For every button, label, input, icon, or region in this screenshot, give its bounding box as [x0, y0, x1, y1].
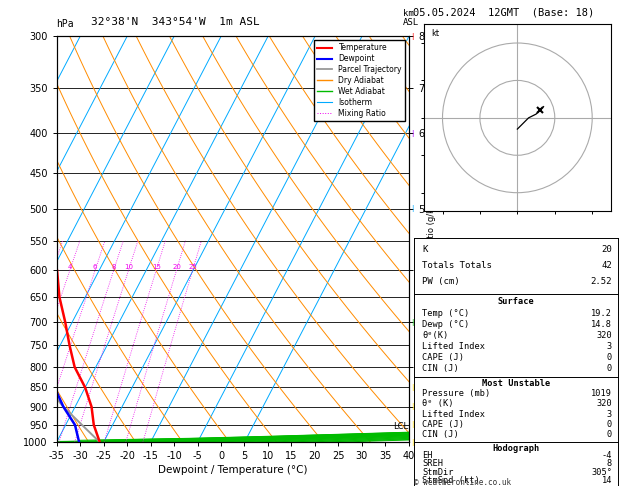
Text: StmDir: StmDir [422, 468, 454, 477]
Text: Lifted Index: Lifted Index [422, 342, 485, 351]
Text: -4: -4 [602, 451, 612, 460]
Y-axis label: Mixing Ratio (g/kg): Mixing Ratio (g/kg) [427, 200, 436, 279]
Legend: Temperature, Dewpoint, Parcel Trajectory, Dry Adiabat, Wet Adiabat, Isotherm, Mi: Temperature, Dewpoint, Parcel Trajectory… [314, 40, 405, 121]
Text: 6: 6 [93, 264, 97, 270]
Text: K: K [422, 245, 428, 254]
Text: PW (cm): PW (cm) [422, 277, 460, 286]
Text: SREH: SREH [422, 459, 443, 468]
Text: |: | [411, 130, 413, 137]
Text: 4: 4 [68, 264, 72, 270]
Text: 20: 20 [172, 264, 181, 270]
Text: 0: 0 [607, 430, 612, 439]
Text: StmSpd (kt): StmSpd (kt) [422, 476, 480, 486]
Text: 0: 0 [607, 420, 612, 429]
Text: 8: 8 [607, 459, 612, 468]
Text: Most Unstable: Most Unstable [482, 379, 550, 388]
Text: θᵉ (K): θᵉ (K) [422, 399, 454, 408]
Text: km
ASL: km ASL [403, 9, 419, 27]
Text: 42: 42 [601, 261, 612, 270]
Text: 1019: 1019 [591, 389, 612, 398]
Text: CAPE (J): CAPE (J) [422, 353, 464, 362]
X-axis label: Dewpoint / Temperature (°C): Dewpoint / Temperature (°C) [158, 466, 308, 475]
Text: kt: kt [431, 29, 440, 37]
Text: 10: 10 [124, 264, 133, 270]
Text: |: | [411, 318, 413, 326]
Text: 8: 8 [111, 264, 116, 270]
Text: Dewp (°C): Dewp (°C) [422, 320, 469, 329]
Text: |: | [411, 384, 413, 391]
Text: 3: 3 [607, 410, 612, 418]
Text: hPa: hPa [57, 19, 74, 29]
Text: Temp (°C): Temp (°C) [422, 309, 469, 318]
Text: 320: 320 [596, 399, 612, 408]
Text: 305°: 305° [591, 468, 612, 477]
Text: © weatheronline.co.uk: © weatheronline.co.uk [414, 478, 511, 486]
Text: |: | [411, 205, 413, 212]
Text: EH: EH [422, 451, 433, 460]
Text: 2.52: 2.52 [591, 277, 612, 286]
Text: 14.8: 14.8 [591, 320, 612, 329]
Text: |: | [411, 439, 413, 446]
Text: |: | [411, 403, 413, 410]
Text: 25: 25 [188, 264, 197, 270]
Text: |: | [411, 421, 413, 429]
Text: Hodograph: Hodograph [493, 444, 540, 453]
Text: 19.2: 19.2 [591, 309, 612, 318]
Text: Lifted Index: Lifted Index [422, 410, 485, 418]
Text: Pressure (mb): Pressure (mb) [422, 389, 491, 398]
Text: CAPE (J): CAPE (J) [422, 420, 464, 429]
Text: 32°38'N  343°54'W  1m ASL: 32°38'N 343°54'W 1m ASL [91, 17, 260, 27]
Text: θᵉ(K): θᵉ(K) [422, 331, 448, 340]
Text: Surface: Surface [498, 297, 535, 306]
Text: LCL: LCL [392, 422, 408, 431]
Text: 15: 15 [152, 264, 160, 270]
Text: CIN (J): CIN (J) [422, 430, 459, 439]
Text: 0: 0 [607, 364, 612, 373]
Text: 20: 20 [601, 245, 612, 254]
Text: 320: 320 [596, 331, 612, 340]
Text: CIN (J): CIN (J) [422, 364, 459, 373]
Text: 0: 0 [607, 353, 612, 362]
Text: 3: 3 [607, 342, 612, 351]
Text: 05.05.2024  12GMT  (Base: 18): 05.05.2024 12GMT (Base: 18) [413, 7, 594, 17]
Text: Totals Totals: Totals Totals [422, 261, 492, 270]
Text: 14: 14 [602, 476, 612, 486]
Text: |: | [411, 33, 413, 40]
